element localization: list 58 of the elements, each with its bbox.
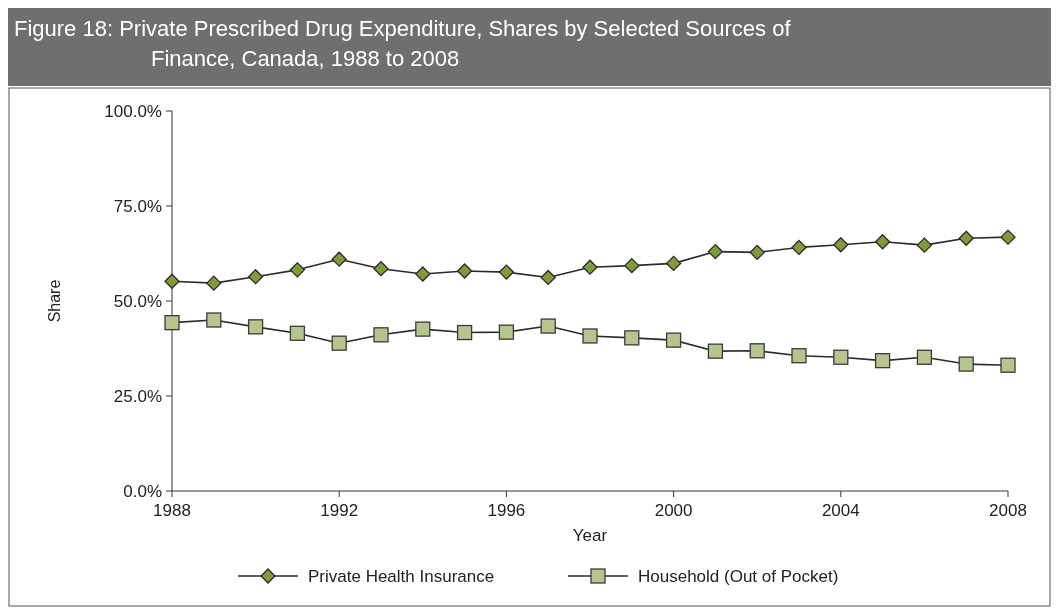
point — [498, 264, 515, 280]
point — [373, 261, 389, 277]
x-tick-label: 1992 — [320, 501, 359, 520]
point — [289, 325, 306, 341]
point — [624, 258, 640, 274]
point — [707, 343, 724, 359]
point — [289, 262, 306, 278]
point — [373, 327, 389, 343]
y-axis-title: Share — [46, 279, 63, 323]
chart-title: Figure 18: Private Prescribed Drug Expenditure, Shares by Selected Sources of Finance, Canada, 1988 to 2008 — [14, 16, 792, 71]
x-tick-label: 2008 — [989, 501, 1027, 520]
x-axis-title: Year — [572, 526, 608, 545]
y-tick-label: 25.0% — [113, 386, 162, 406]
point — [791, 239, 807, 256]
point — [624, 330, 640, 346]
point — [665, 255, 682, 272]
point — [1000, 229, 1016, 245]
point — [415, 266, 431, 282]
point — [456, 263, 473, 279]
point — [791, 348, 807, 364]
point — [958, 356, 974, 372]
point — [749, 244, 765, 261]
x-tick-label: 2000 — [654, 501, 693, 520]
point — [415, 321, 431, 337]
point — [874, 234, 891, 250]
point — [498, 324, 515, 340]
legend-label: Household (Out of Pocket) — [638, 566, 839, 586]
point — [916, 349, 933, 365]
legend-label: Private Health Insurance — [308, 566, 495, 586]
point — [206, 275, 222, 291]
point — [247, 269, 264, 285]
point — [331, 335, 347, 351]
point — [582, 259, 598, 275]
point — [331, 251, 347, 267]
point — [164, 273, 180, 289]
point — [874, 353, 891, 369]
point — [665, 332, 682, 348]
y-tick-label: 75.0% — [113, 196, 162, 216]
point — [1000, 357, 1016, 373]
point — [916, 237, 933, 253]
x-tick-label: 2004 — [821, 501, 860, 520]
point — [833, 349, 849, 365]
x-tick-label: 1996 — [487, 501, 526, 520]
point — [749, 343, 765, 359]
point — [707, 243, 724, 260]
point — [540, 269, 556, 286]
y-tick-label: 100.0% — [104, 101, 162, 121]
point — [540, 318, 556, 334]
point — [247, 319, 264, 335]
x-tick-label: 1988 — [153, 501, 191, 520]
point — [164, 315, 180, 331]
y-tick-label: 0.0% — [123, 481, 162, 501]
point — [582, 328, 598, 344]
point — [833, 237, 849, 253]
y-tick-label: 50.0% — [113, 291, 162, 311]
point — [206, 312, 222, 328]
point — [958, 230, 974, 246]
point — [456, 324, 473, 341]
